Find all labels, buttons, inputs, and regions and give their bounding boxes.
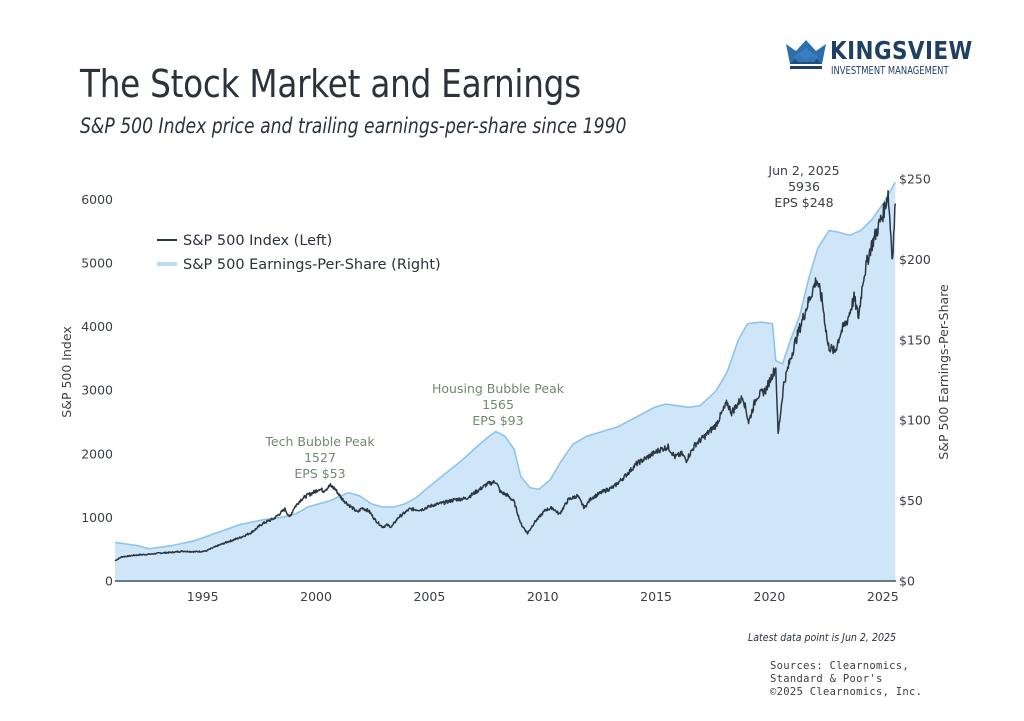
brand-name: KINGSVIEW [830,36,973,65]
x-axis: 1995 2000 2005 2010 2015 2020 2025 [187,589,899,604]
sources-note: Sources: Clearnomics, Standard & Poor's … [770,660,922,699]
x-tick-label: 2010 [527,589,559,604]
annotation-value: 5936 [788,179,820,194]
eps-line [114,181,896,550]
left-tick-label: 4000 [81,319,113,334]
annotation-label: Housing Bubble Peak [432,381,565,396]
x-tick-label: 1995 [187,589,219,604]
left-tick-label: 1000 [81,510,113,525]
x-tick-label: 2020 [754,589,786,604]
sources-line: Sources: Clearnomics, [770,660,910,672]
crown-logo-icon [786,40,826,69]
annotation-latest: Jun 2, 2025 5936 EPS $248 [767,163,839,210]
latest-data-note: Latest data point is Jun 2, 2025 [748,632,896,644]
legend-swatch-eps [157,262,177,266]
eps-area-layer [114,181,896,581]
annotation-value: 1565 [482,397,514,412]
index-line [114,189,897,562]
left-tick-label: 0 [105,574,113,589]
annotation-housing-bubble: Housing Bubble Peak 1565 EPS $93 [432,381,565,428]
annotation-label: Tech Bubble Peak [264,434,375,449]
index-line-layer [114,189,897,562]
right-tick-label: $250 [899,172,931,187]
brand-tagline: INVESTMENT MANAGEMENT [831,65,949,77]
sources-line: Standard & Poor's [770,673,883,685]
left-tick-label: 5000 [81,256,113,271]
legend: S&P 500 Index (Left) S&P 500 Earnings-Pe… [157,233,441,273]
annotation-label: Jun 2, 2025 [767,163,839,178]
legend-label-index: S&P 500 Index (Left) [183,233,332,249]
x-tick-label: 2005 [413,589,445,604]
left-tick-label: 2000 [81,446,113,461]
left-axis-title: S&P 500 Index [59,326,74,417]
left-axis: 0 1000 2000 3000 4000 5000 6000 [81,192,113,589]
annotation-tech-bubble: Tech Bubble Peak 1527 EPS $53 [264,434,375,481]
x-tick-label: 2000 [300,589,332,604]
right-tick-label: $150 [899,332,931,347]
x-tick-label: 2015 [640,589,672,604]
legend-label-eps: S&P 500 Earnings-Per-Share (Right) [183,257,441,273]
annotation-value: 1527 [304,450,336,465]
right-tick-label: $0 [899,574,915,589]
x-tick-label: 2025 [867,589,899,604]
right-tick-label: $50 [899,493,923,508]
right-axis: $0 $50 $100 $150 $200 $250 [899,172,931,589]
right-tick-label: $200 [899,252,931,267]
page-title: The Stock Market and Earnings [80,62,581,106]
eps-area [115,182,896,581]
brand-logo: KINGSVIEW INVESTMENT MANAGEMENT [786,36,976,82]
right-tick-label: $100 [899,413,931,428]
left-tick-label: 3000 [81,383,113,398]
right-axis-title: S&P 500 Earnings-Per-Share [936,284,951,460]
copyright-line: ©2025 Clearnomics, Inc. [770,686,923,698]
annotation-eps: EPS $53 [294,466,345,481]
left-tick-label: 6000 [81,192,113,207]
annotation-eps: EPS $248 [774,195,833,210]
page-subtitle: S&P 500 Index price and trailing earning… [80,114,627,138]
annotation-eps: EPS $93 [472,413,523,428]
